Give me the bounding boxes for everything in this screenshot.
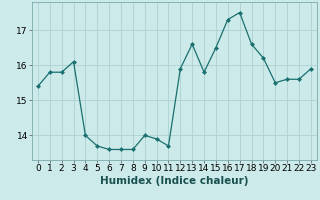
X-axis label: Humidex (Indice chaleur): Humidex (Indice chaleur) bbox=[100, 176, 249, 186]
